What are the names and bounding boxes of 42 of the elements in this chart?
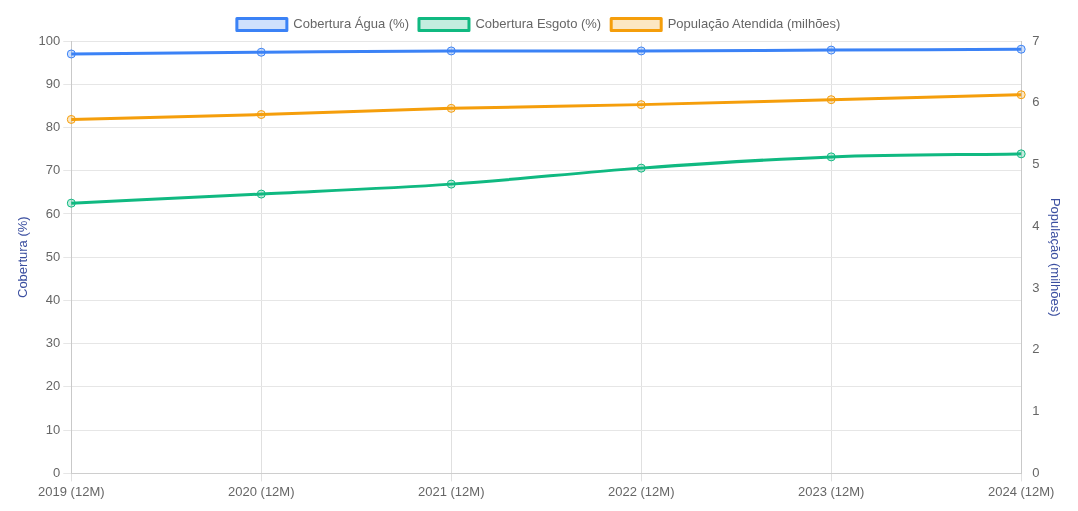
x-tick-label: 2019 (12M) [38,483,105,499]
y2-tick-label: 4 [1032,217,1040,233]
y2-axis-title: População (milhões) [1047,197,1063,317]
y2-tick-label: 3 [1032,279,1040,295]
point [66,49,76,59]
point [446,46,456,56]
y-tick-label: 100 [38,32,61,48]
y-tick-label: 80 [45,119,61,135]
x-tick-label: 2021 (12M) [418,483,485,499]
y2-tick-label: 6 [1032,94,1040,110]
legend-label: Cobertura Água (%) [293,16,409,32]
y2-tick-label: 2 [1032,341,1040,357]
point [446,179,456,189]
point [1016,149,1026,159]
point [1016,44,1026,54]
y-tick-label: 30 [45,335,61,351]
y-tick-label: 70 [45,162,61,178]
point [636,163,646,173]
y-tick-label: 10 [45,421,61,437]
x-tick-label: 2022 (12M) [607,483,675,499]
legend-label: Cobertura Esgoto (%) [475,16,602,32]
y-axis-title: Cobertura (%) [15,216,31,299]
point [636,46,646,56]
y2-tick-label: 7 [1032,32,1040,48]
point [826,45,836,55]
y-tick-label: 0 [53,464,61,480]
point [256,47,266,57]
y-tick-label: 50 [45,248,61,264]
point [256,189,266,199]
y-tick-label: 60 [45,205,61,221]
legend-label: População Atendida (milhões) [667,16,841,32]
y-tick-label: 20 [45,378,61,394]
point [66,198,76,208]
point [826,152,836,162]
x-tick-label: 2024 (12M) [987,483,1055,499]
y-tick-label: 90 [45,75,61,91]
y2-tick-label: 1 [1032,403,1040,419]
x-tick-label: 2023 (12M) [797,483,865,499]
y-tick-label: 40 [45,292,61,308]
y2-tick-label: 0 [1032,464,1040,480]
x-tick-label: 2020 (12M) [228,483,295,499]
y2-tick-label: 5 [1032,156,1040,172]
